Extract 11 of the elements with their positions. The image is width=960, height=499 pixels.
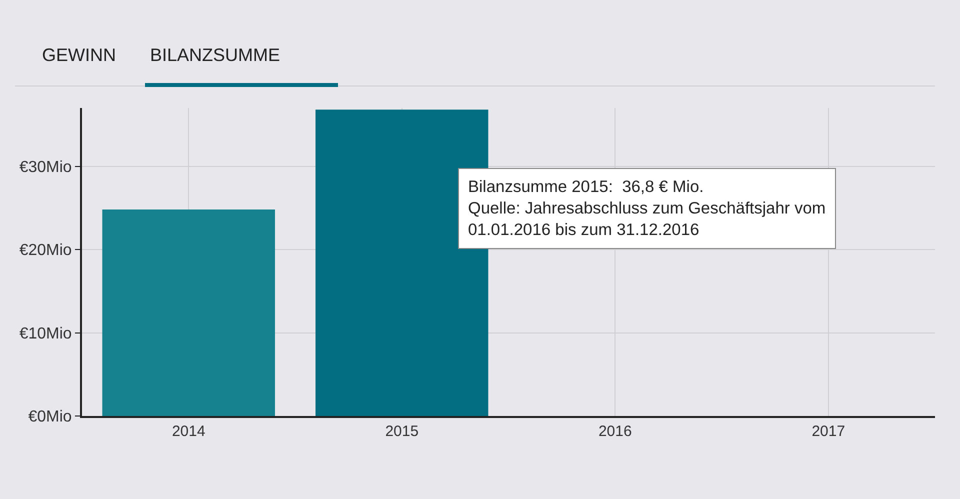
x-tick-label: 2014: [172, 423, 206, 440]
y-tick-label: €20Mio: [19, 242, 72, 260]
x-tick-label: 2015: [385, 423, 419, 440]
text: GEWINN: [42, 45, 116, 65]
x-tick-label: 2016: [598, 423, 632, 440]
y-tick-label: €0Mio: [28, 408, 72, 426]
y-tick-label: €30Mio: [19, 158, 72, 176]
text: BILANZSUMME: [150, 45, 280, 65]
x-tick-label: 2017: [812, 423, 846, 440]
annotation: Bilanzsumme 2015: 36,8 € Mio. Quelle: Jahresabschluss zum Geschäftsjahr vom 01.01.2016 bis zum 31.12.2016: [468, 178, 826, 239]
y-tick-label: €10Mio: [19, 325, 72, 342]
